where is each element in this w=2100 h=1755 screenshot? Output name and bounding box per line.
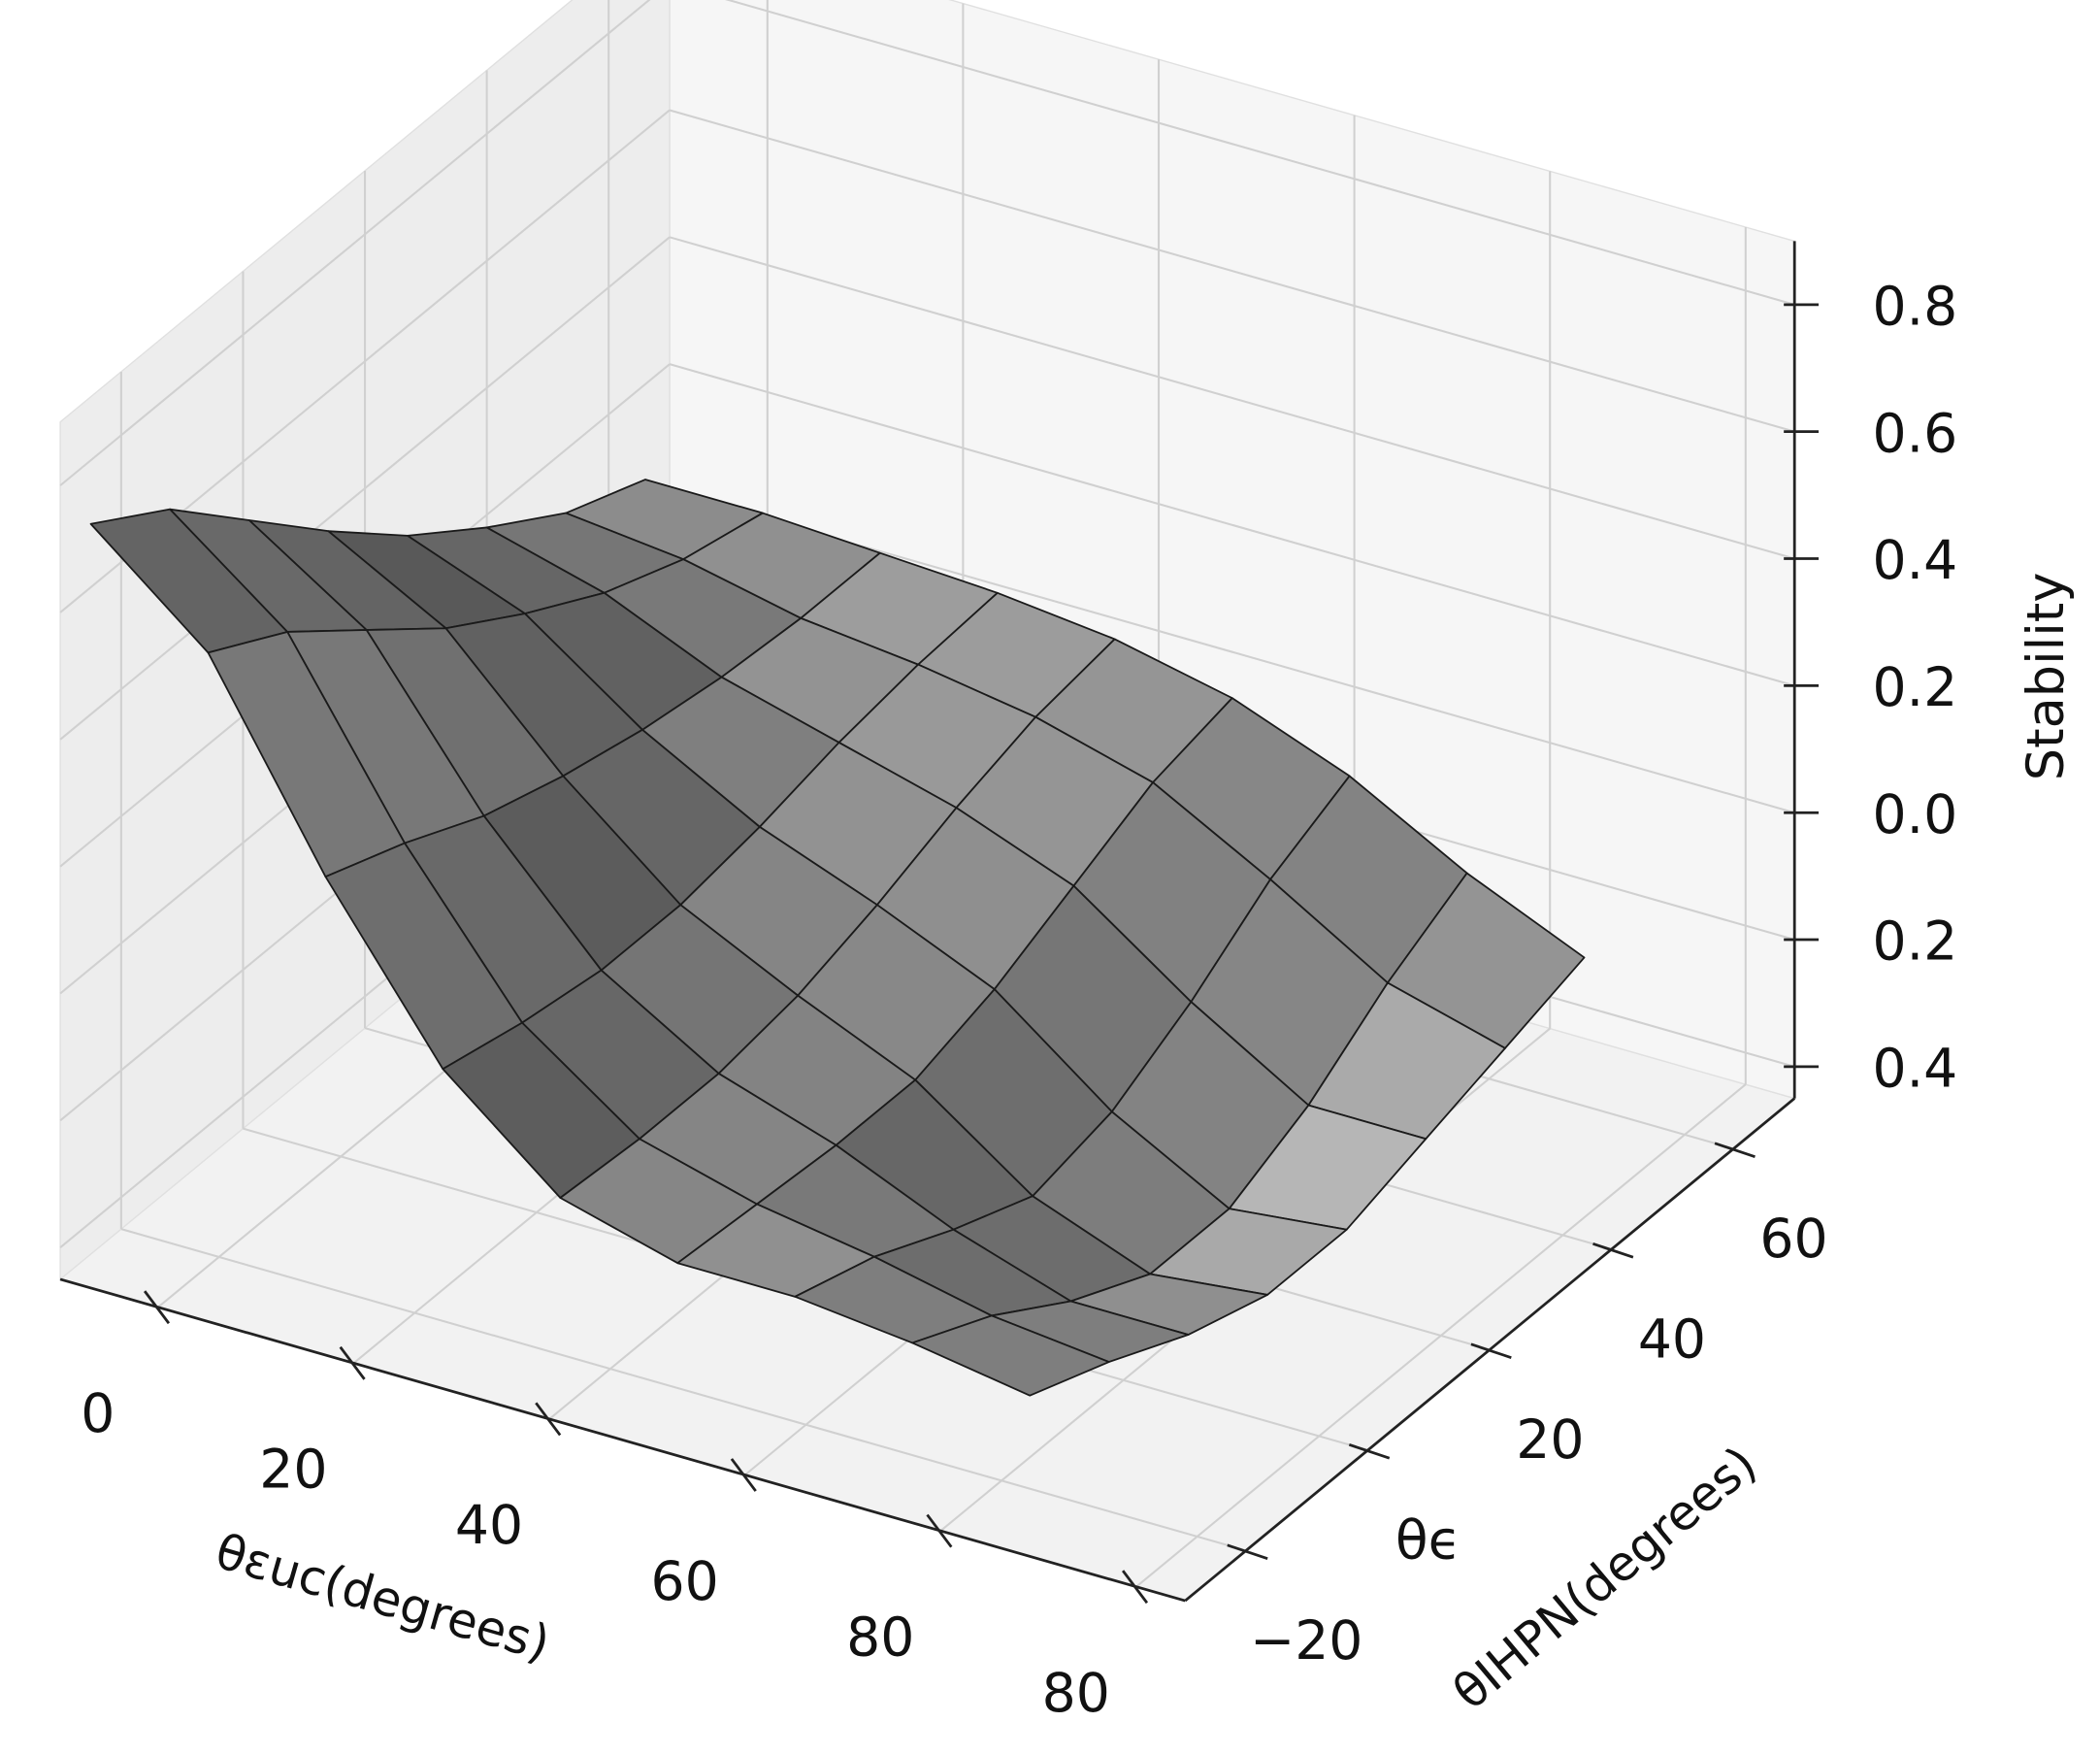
z-tick-label: 0.4 [1873, 530, 1958, 592]
x-tick-label: 80 [1042, 1663, 1110, 1725]
x-tick-label: 20 [259, 1440, 327, 1502]
y-tick [1348, 1443, 1391, 1460]
grid-line [59, 236, 671, 741]
y-tick [1470, 1342, 1512, 1359]
y-tick-label: 20 [1516, 1409, 1584, 1472]
x-tick-label: 80 [846, 1606, 914, 1669]
x-axis [59, 1277, 1186, 1603]
y-tick [1227, 1543, 1268, 1560]
x-tick [1121, 1570, 1149, 1605]
z-tick-label: 0.2 [1873, 657, 1958, 719]
x-tick [730, 1458, 757, 1492]
grid-line [120, 1228, 1247, 1552]
grid-line [59, 0, 651, 486]
y-axis-label: θIHPN(degrees) [1442, 1436, 1767, 1721]
plot-area: 0 20 40 60 80 80 −20 θϵ 20 40 60 0.4 0.2 0.0 0.2 0.4 0.6… [58, 0, 2076, 1725]
y-tick-label: −20 [1250, 1610, 1362, 1672]
x-tick-label: 40 [455, 1495, 523, 1557]
grid-line [669, 363, 1795, 687]
y-tick-label: 40 [1638, 1309, 1706, 1372]
z-tick-label: 0.8 [1873, 276, 1958, 338]
x-tick [926, 1513, 953, 1548]
z-tick-label: 0.4 [1873, 1039, 1958, 1101]
z-tick-label: 0.0 [1873, 784, 1958, 846]
grid-line [669, 109, 1795, 433]
x-tick-label: 60 [650, 1551, 718, 1613]
x-tick [535, 1402, 562, 1437]
x-tick [143, 1290, 171, 1325]
y-tick-label: 60 [1759, 1209, 1827, 1271]
y-tick-label: θϵ [1395, 1510, 1461, 1573]
y-tick [1592, 1242, 1634, 1259]
surface-patch [911, 1314, 1110, 1397]
z-tick-label: 0.2 [1873, 911, 1958, 974]
grid-line [669, 236, 1795, 560]
x-tick-label: 0 [81, 1383, 115, 1445]
y-tick [1714, 1142, 1755, 1158]
z-axis-label: Stability [2017, 573, 2076, 781]
x-tick [339, 1345, 366, 1380]
z-tick-label: 0.6 [1873, 403, 1958, 465]
grid-line [725, 0, 1795, 306]
